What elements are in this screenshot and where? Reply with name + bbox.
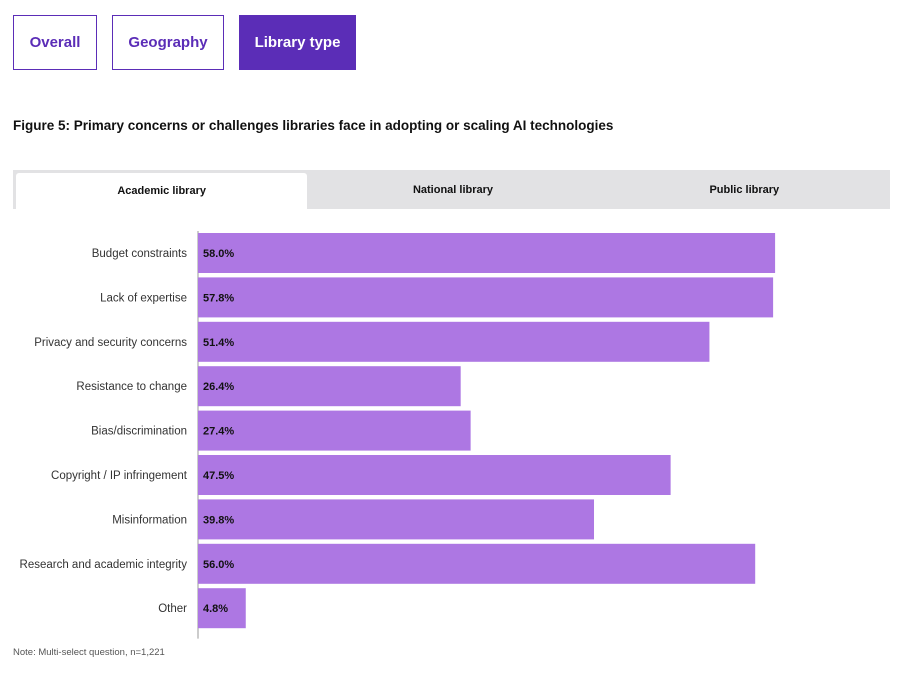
category-label: Bias/discrimination <box>91 426 187 438</box>
bar[interactable] <box>198 321 710 362</box>
bar-value-label: 47.5% <box>203 470 234 482</box>
category-label: Other <box>158 603 187 615</box>
bar-value-label: 27.4% <box>203 426 234 438</box>
category-label: Misinformation <box>112 514 187 526</box>
bar[interactable] <box>198 366 461 407</box>
figure-note: Note: Multi-select question, n=1,221 <box>13 647 165 658</box>
category-label: Research and academic integrity <box>20 559 188 571</box>
tab-public-library[interactable]: Public library <box>709 183 780 196</box>
category-label: Privacy and security concerns <box>34 337 187 349</box>
category-label: Lack of expertise <box>100 292 187 304</box>
filter-bar: Overall Geography Library type <box>13 15 356 70</box>
figure-title: Figure 5: Primary concerns or challenges… <box>13 118 614 133</box>
library-type-tabs: Academic library National library Public… <box>13 170 890 209</box>
bar-chart: 58.0% Budget constraints 57.8% Lack of expe… <box>20 231 776 639</box>
bar[interactable] <box>198 410 471 451</box>
tab-national-library[interactable]: National library <box>412 183 494 196</box>
bar-value-label: 58.0% <box>203 248 234 260</box>
filter-geography-button[interactable]: Geography <box>112 15 224 70</box>
category-label: Resistance to change <box>76 381 187 393</box>
tab-academic-library[interactable]: Academic library <box>16 173 308 209</box>
bar-value-label: 51.4% <box>203 337 234 349</box>
filter-library-type-button[interactable]: Library type <box>239 15 356 70</box>
filter-overall-button[interactable]: Overall <box>13 15 97 70</box>
category-label: Budget constraints <box>92 248 188 260</box>
bar[interactable] <box>198 588 246 629</box>
bar-value-label: 26.4% <box>203 381 234 393</box>
bar-value-label: 57.8% <box>203 292 234 304</box>
bar[interactable] <box>198 277 774 318</box>
bar[interactable] <box>198 543 756 584</box>
category-label: Copyright / IP infringement <box>51 470 188 482</box>
bar[interactable] <box>198 499 595 540</box>
bar[interactable] <box>198 455 671 495</box>
bar-value-label: 39.8% <box>203 514 234 526</box>
bar[interactable] <box>198 233 776 273</box>
bar-value-label: 4.8% <box>203 603 228 615</box>
bar-value-label: 56.0% <box>203 559 234 571</box>
